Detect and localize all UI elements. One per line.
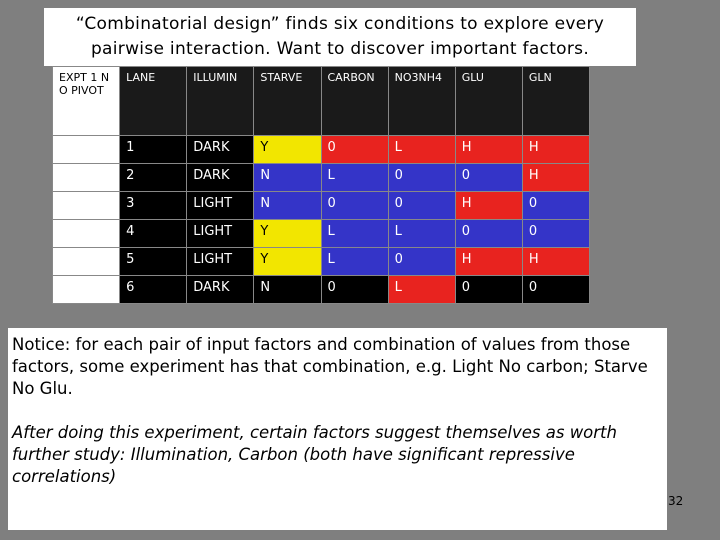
- row: 3 LIGHT N 0 0 H 0: [51, 191, 591, 220]
- cell: Y: [253, 135, 322, 164]
- cell: DARK: [186, 275, 255, 304]
- table: EXPT 1 NO PIVOT LANE ILLUMIN STARVE CARBON NO…: [51, 66, 591, 304]
- row: 5 LIGHT Y L 0 H H: [51, 247, 591, 276]
- notes: Notice: for each pair of input factors a…: [8, 328, 667, 530]
- header-cell: NO3NH4: [387, 66, 456, 136]
- cell: 5: [119, 247, 188, 276]
- header-row: EXPT 1 NO PIVOT LANE ILLUMIN STARVE CARBON NO…: [51, 66, 591, 136]
- cell: H: [454, 135, 523, 164]
- cell: 0: [521, 191, 591, 220]
- empty-cell: [51, 191, 121, 220]
- cell: DARK: [186, 163, 255, 192]
- notice: Notice: for each pair of input factors a…: [12, 335, 648, 398]
- empty-cell: [51, 247, 121, 276]
- row: 6 DARK N 0 L 0 0: [51, 275, 591, 304]
- cell: H: [454, 247, 523, 276]
- cell: L: [320, 163, 389, 192]
- cell: N: [253, 191, 322, 220]
- cell: 0: [320, 191, 389, 220]
- cell: 0: [454, 275, 523, 304]
- cell: H: [521, 163, 591, 192]
- cell: LIGHT: [186, 219, 255, 248]
- empty-cell: [51, 135, 121, 164]
- header-cell: STARVE: [253, 66, 322, 136]
- cell: 0: [387, 191, 456, 220]
- cell: 2: [119, 163, 188, 192]
- cell: 0: [454, 219, 523, 248]
- row: 4 LIGHT Y L L 0 0: [51, 219, 591, 248]
- cell: H: [521, 135, 591, 164]
- cell: DARK: [186, 135, 255, 164]
- empty-cell: [51, 219, 121, 248]
- cell: L: [387, 219, 456, 248]
- cell: H: [454, 191, 523, 220]
- cell: 0: [521, 275, 591, 304]
- header-cell: LANE: [119, 66, 188, 136]
- cell: N: [253, 163, 322, 192]
- cell: 6: [119, 275, 188, 304]
- slide-number: 32: [668, 494, 684, 508]
- cell: L: [387, 135, 456, 164]
- cell: 4: [119, 219, 188, 248]
- row: 1 DARK Y 0 L H H: [51, 135, 591, 164]
- cell: L: [320, 219, 389, 248]
- header-cell: GLU: [454, 66, 523, 136]
- cell: 0: [320, 275, 389, 304]
- cell: Y: [253, 219, 322, 248]
- cell: Y: [253, 247, 322, 276]
- row: 2 DARK N L 0 0 H: [51, 163, 591, 192]
- followup: After doing this experiment, certain fac…: [12, 423, 617, 486]
- cell: 3: [119, 191, 188, 220]
- cell: 1: [119, 135, 188, 164]
- header-cell: CARBON: [320, 66, 389, 136]
- cell: LIGHT: [186, 191, 255, 220]
- header-cell: GLN: [521, 66, 591, 136]
- cell: H: [521, 247, 591, 276]
- cell: 0: [454, 163, 523, 192]
- cell: 0: [320, 135, 389, 164]
- title: “Combinatorial design” finds six conditi…: [44, 8, 636, 66]
- cell: L: [320, 247, 389, 276]
- cell: LIGHT: [186, 247, 255, 276]
- empty-cell: [51, 275, 121, 304]
- cell: 0: [521, 219, 591, 248]
- cell: L: [387, 275, 456, 304]
- cell: N: [253, 275, 322, 304]
- cell: 0: [387, 163, 456, 192]
- empty-cell: [51, 163, 121, 192]
- cell: 0: [387, 247, 456, 276]
- header-cell: ILLUMIN: [186, 66, 255, 136]
- header-cell: EXPT 1 NO PIVOT: [51, 66, 121, 136]
